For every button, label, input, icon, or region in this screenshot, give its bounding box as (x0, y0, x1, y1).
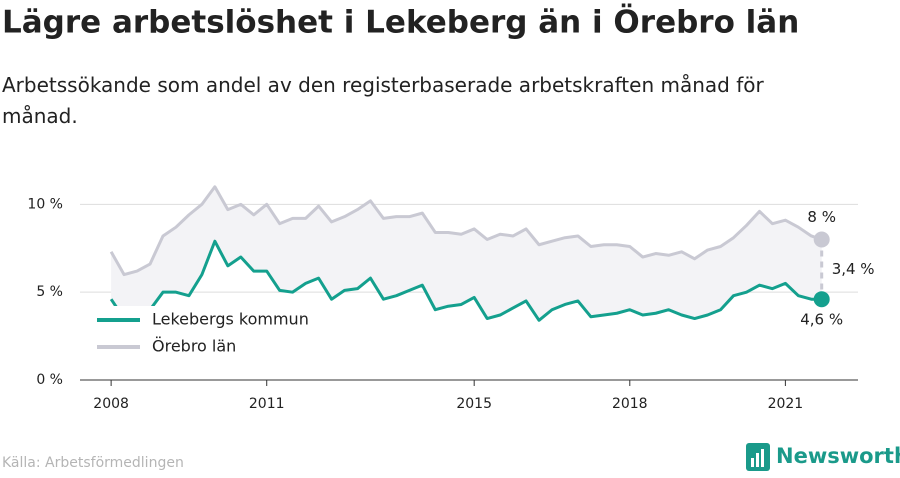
logo-text: Newsworthy (776, 444, 900, 468)
x-tick-label: 2011 (249, 396, 285, 412)
legend-label: Lekebergs kommun (152, 310, 309, 329)
gap-area (111, 186, 822, 328)
line (109, 185, 823, 277)
x-tick-label: 2018 (612, 396, 648, 412)
chart-title: Lägre arbetslöshet i Lekeberg än i Örebr… (2, 4, 799, 41)
legend: Lekebergs kommun Örebro län (92, 306, 332, 362)
legend-box (92, 306, 332, 362)
end-point (813, 231, 830, 248)
difference-label: 3,4 % (832, 260, 875, 278)
y-tick-label: 5 % (36, 284, 63, 300)
legend-label: Örebro län (152, 337, 236, 356)
logo: Newsworthy (746, 443, 900, 471)
end-label: 4,6 % (800, 311, 843, 329)
logo-bar (756, 453, 759, 467)
logo-bar (751, 458, 754, 467)
line (109, 239, 822, 329)
x-tick-label: 2021 (768, 396, 804, 412)
source: Källa: Arbetsförmedlingen (2, 455, 184, 471)
end-label: 8 % (807, 208, 836, 226)
x-tick-label: 2008 (93, 396, 129, 412)
x-tick-label: 2015 (456, 396, 492, 412)
end-point (813, 291, 830, 308)
y-tick-label: 0 % (36, 372, 63, 388)
y-tick-label: 10 % (27, 196, 63, 212)
chart-subtitle: Arbetssökande som andel av den registerb… (2, 73, 764, 128)
logo-bar (761, 449, 764, 467)
